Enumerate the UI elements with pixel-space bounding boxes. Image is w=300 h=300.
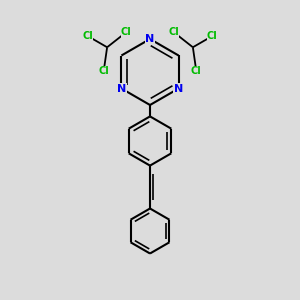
Text: Cl: Cl: [121, 27, 132, 37]
Text: Cl: Cl: [168, 27, 179, 37]
Text: N: N: [117, 83, 126, 94]
Text: Cl: Cl: [207, 31, 218, 41]
Text: Cl: Cl: [191, 66, 202, 76]
Text: N: N: [174, 83, 183, 94]
Text: Cl: Cl: [98, 66, 109, 76]
Text: Cl: Cl: [82, 31, 93, 41]
Text: N: N: [146, 34, 154, 44]
